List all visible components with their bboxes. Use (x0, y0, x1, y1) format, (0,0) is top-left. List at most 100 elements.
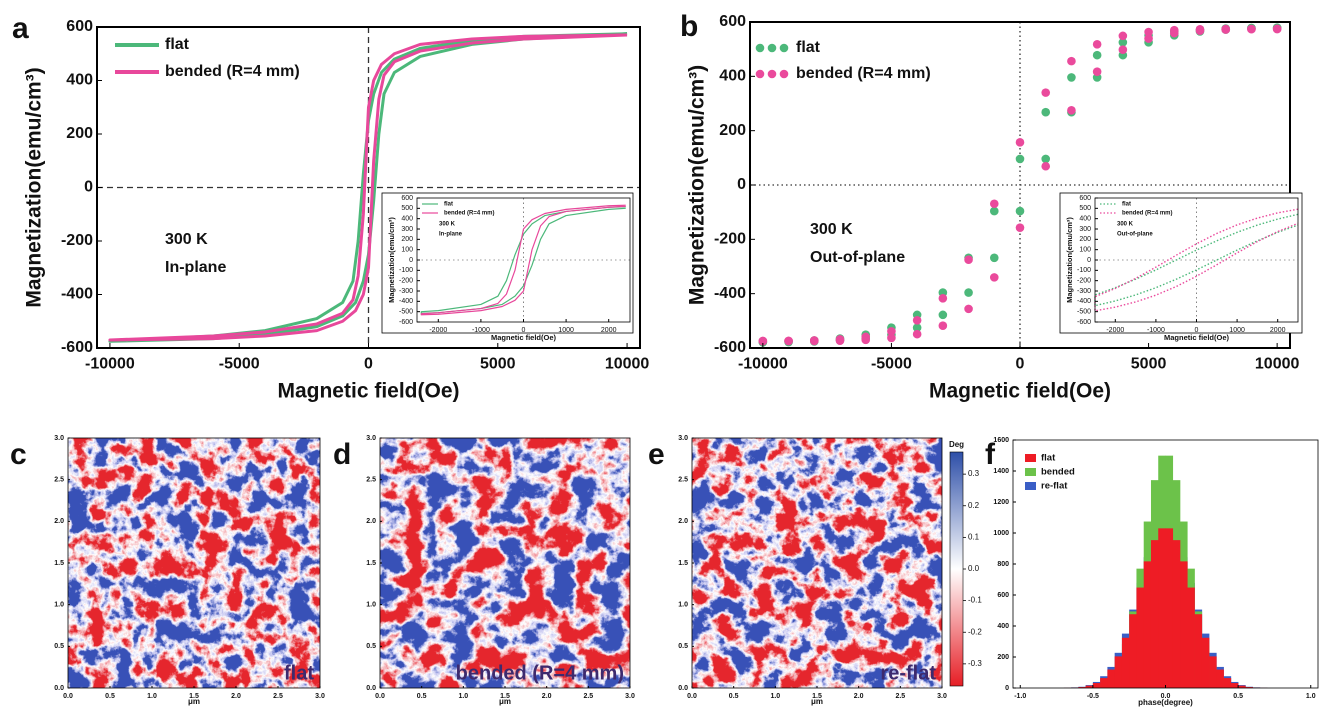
image-label: re-flat (880, 662, 936, 684)
y-tick-label: 1.5 (366, 560, 376, 567)
x-tick-label: -0.5 (1087, 693, 1099, 700)
x-tick-label: 2000 (601, 327, 617, 334)
y-tick-label: -100 (399, 267, 413, 274)
series-line (420, 204, 626, 316)
y-tick-label: 400 (401, 216, 413, 223)
y-tick-label: 1200 (993, 499, 1009, 506)
data-point (938, 310, 948, 320)
legend-label: re-flat (1041, 481, 1068, 492)
y-tick-label: -300 (399, 288, 413, 295)
y-tick-label: 400 (719, 68, 746, 85)
x-tick-label: 0 (1195, 327, 1199, 334)
legend-label: flat (165, 36, 190, 53)
y-tick-label: -100 (1077, 267, 1091, 274)
colorbar-tick-label: 0.3 (968, 469, 980, 478)
histogram-bar (1107, 669, 1115, 688)
histogram-bar (1129, 614, 1137, 688)
histogram-bar (1143, 561, 1152, 688)
x-tick-label: 2.5 (273, 693, 283, 700)
data-point (1118, 45, 1128, 55)
data-point (1067, 56, 1076, 66)
colorbar-tick-label: -0.2 (968, 627, 982, 636)
histogram-bar (1223, 678, 1232, 688)
y-tick-label: 3.0 (678, 435, 688, 442)
annotation: 300 K (439, 222, 456, 228)
y-tick-label: 600 (997, 592, 1009, 599)
y-tick-label: 0 (1005, 685, 1009, 692)
data-point (912, 315, 922, 325)
data-point (861, 335, 871, 345)
phase-image (692, 438, 942, 688)
data-point (1144, 27, 1153, 37)
series-line (1094, 208, 1299, 312)
panel-letter: c (10, 438, 27, 471)
panel: b-10000 -5000 0 5000 10000-600-400-200020040… (680, 10, 1299, 403)
histogram-bar (1230, 683, 1239, 688)
y-tick-label: 1.5 (678, 560, 688, 567)
data-point (758, 336, 768, 346)
x-tick-label: 1000 (1229, 327, 1245, 334)
y-tick-label: 600 (66, 18, 93, 35)
histogram-bar (1238, 685, 1246, 688)
data-point (1221, 25, 1231, 34)
y-tick-label: 500 (401, 205, 413, 212)
x-tick-label: -5000 (219, 356, 260, 373)
data-point (1041, 88, 1051, 97)
x-axis-label: Magnetic field(Oe) (929, 380, 1111, 403)
data-point (964, 304, 973, 314)
data-point (938, 321, 948, 331)
x-tick-label: 5000 (480, 356, 516, 373)
panel: -2000 -1000 0 1000 2000-600-500-400-300-200-… (1059, 192, 1303, 342)
y-tick-label: -500 (399, 309, 413, 316)
data-point (1041, 107, 1051, 117)
y-tick-label: 0 (1087, 257, 1091, 264)
y-tick-label: 1400 (993, 468, 1009, 475)
x-axis-label: Magnetic field(Oe) (1164, 333, 1230, 342)
x-tick-label: 0.5 (417, 693, 427, 700)
legend-marker (755, 69, 765, 79)
legend-marker (779, 43, 789, 53)
x-tick-label: -2000 (1106, 327, 1124, 334)
y-tick-label: 200 (66, 125, 93, 142)
histogram-bar (1245, 687, 1253, 688)
x-tick-label: 3.0 (315, 693, 325, 700)
y-axis-label: Magnetization(emu/cm³) (387, 217, 396, 303)
x-tick-label: 0.5 (105, 693, 115, 700)
colorbar-tick-label: -0.1 (968, 596, 982, 605)
data-point (809, 336, 819, 346)
histogram-bar (1092, 683, 1101, 688)
legend-marker (779, 69, 789, 79)
y-tick-label: -200 (1077, 278, 1091, 285)
x-tick-label: -5000 (871, 356, 912, 373)
x-tick-label: 2.5 (583, 693, 593, 700)
x-axis-label: Magnetic field(Oe) (277, 380, 459, 403)
panel: f -1.0 -0.5 0.0 0.5 1.0 0 200 400 600 800 1000 1200 1… (985, 437, 1319, 707)
y-tick-label: 0 (737, 176, 746, 193)
y-tick-label: 2.0 (54, 518, 64, 525)
y-tick-label: 1.5 (54, 560, 64, 567)
y-tick-label: -400 (714, 285, 746, 302)
x-tick-label: 3.0 (625, 693, 635, 700)
data-point (912, 329, 922, 339)
x-tick-label: -1000 (1147, 327, 1165, 334)
histogram-bar (1078, 687, 1086, 688)
y-tick-label: 2.5 (678, 477, 688, 484)
x-tick-label: 0.0 (687, 693, 697, 700)
y-tick-label: -400 (399, 298, 413, 305)
y-tick-label: 0.5 (54, 643, 64, 650)
data-point (1092, 50, 1102, 60)
y-tick-label: 0.5 (678, 643, 688, 650)
annotation: Out-of-plane (1117, 232, 1153, 238)
y-tick-label: 100 (401, 247, 413, 254)
y-tick-label: 400 (1079, 216, 1091, 223)
x-tick-label: 0 (364, 356, 373, 373)
annotation: 300 K (165, 231, 208, 248)
x-tick-label: 1000 (558, 327, 574, 334)
y-tick-label: -600 (61, 339, 93, 356)
y-tick-label: 0 (409, 257, 413, 264)
panel-letter: e (648, 438, 665, 471)
x-tick-label: 1.0 (1306, 693, 1316, 700)
data-point (835, 336, 845, 345)
y-tick-label: 100 (1079, 247, 1091, 254)
